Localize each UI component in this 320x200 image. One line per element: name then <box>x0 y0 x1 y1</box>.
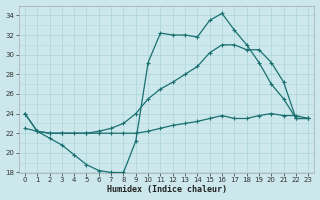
X-axis label: Humidex (Indice chaleur): Humidex (Indice chaleur) <box>107 185 227 194</box>
